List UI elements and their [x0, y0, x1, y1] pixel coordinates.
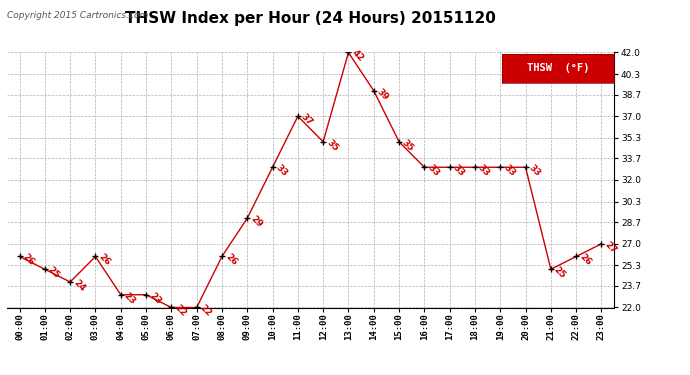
Text: 33: 33 — [451, 163, 466, 178]
Text: 35: 35 — [400, 138, 415, 153]
Text: 23: 23 — [148, 291, 163, 306]
Text: 33: 33 — [502, 163, 517, 178]
Text: 24: 24 — [72, 278, 87, 293]
Text: 33: 33 — [476, 163, 491, 178]
Text: 26: 26 — [21, 252, 36, 267]
Text: Copyright 2015 Cartronics.com: Copyright 2015 Cartronics.com — [7, 11, 148, 20]
Text: 39: 39 — [375, 87, 391, 102]
Text: 29: 29 — [248, 214, 264, 230]
Text: 37: 37 — [299, 112, 315, 128]
Text: 35: 35 — [324, 138, 339, 153]
Text: 26: 26 — [578, 252, 593, 267]
Text: 25: 25 — [46, 265, 61, 280]
Text: 25: 25 — [552, 265, 567, 280]
Text: 22: 22 — [198, 303, 213, 318]
Text: 23: 23 — [122, 291, 137, 306]
Text: THSW Index per Hour (24 Hours) 20151120: THSW Index per Hour (24 Hours) 20151120 — [125, 11, 496, 26]
Text: 42: 42 — [350, 48, 365, 64]
Text: 33: 33 — [426, 163, 441, 178]
Text: 22: 22 — [172, 303, 188, 318]
Text: 27: 27 — [603, 240, 618, 255]
Text: 33: 33 — [527, 163, 542, 178]
Text: 33: 33 — [274, 163, 289, 178]
Text: 26: 26 — [97, 252, 112, 267]
Text: 26: 26 — [224, 252, 239, 267]
